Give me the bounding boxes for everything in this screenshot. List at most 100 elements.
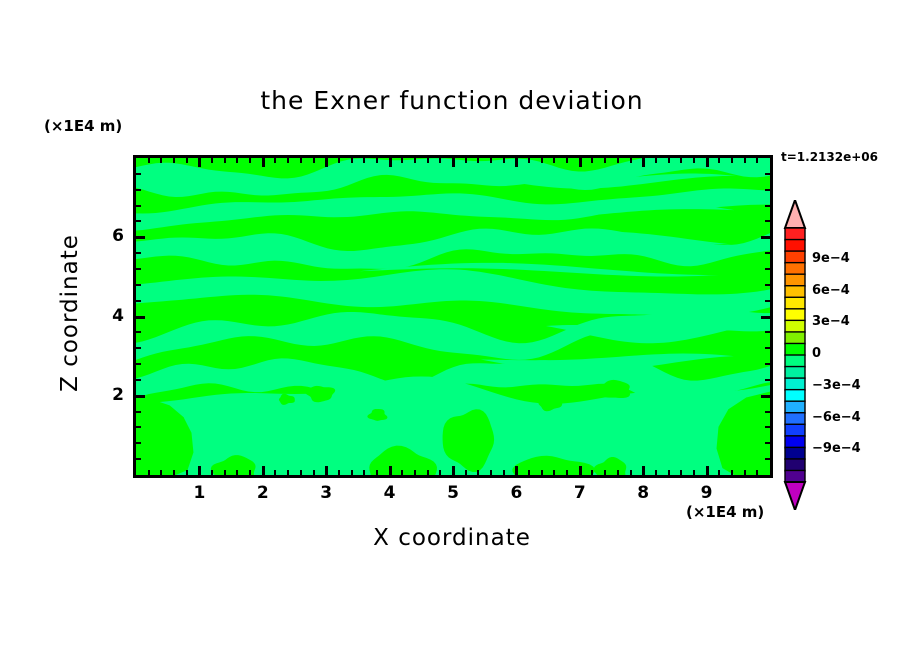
x-axis-title: X coordinate — [373, 525, 531, 551]
x-axis-minor-tick — [426, 470, 429, 475]
x-axis-major-tick — [261, 466, 265, 475]
y-axis-minor-tick — [765, 442, 770, 445]
x-axis-major-tick — [642, 158, 646, 167]
x-axis-minor-tick — [413, 470, 416, 475]
x-axis-tick-label: 2 — [256, 483, 269, 503]
y-axis-minor-tick — [765, 252, 770, 255]
y-axis-minor-tick — [765, 188, 770, 191]
x-axis-minor-tick — [375, 158, 378, 163]
y-axis-minor-tick — [765, 410, 770, 413]
y-axis-minor-tick — [136, 204, 141, 207]
y-axis-major-tick — [761, 394, 770, 398]
x-axis-minor-tick — [616, 158, 619, 163]
colorbar — [780, 200, 810, 510]
contour-blob — [593, 379, 631, 399]
y-axis-minor-tick — [765, 220, 770, 223]
x-axis-minor-tick — [629, 158, 632, 163]
x-axis-minor-tick — [591, 158, 594, 163]
colorbar-segment — [784, 319, 806, 334]
y-axis-minor-tick — [765, 267, 770, 270]
x-axis-minor-tick — [743, 470, 746, 475]
colorbar-segment — [784, 238, 806, 253]
x-axis-minor-tick — [312, 158, 315, 163]
x-axis-major-tick — [452, 466, 455, 475]
x-axis-major-tick — [705, 158, 709, 167]
colorbar-segment — [784, 458, 806, 472]
x-axis-minor-tick — [173, 470, 176, 475]
contour-blob — [512, 455, 595, 475]
colorbar-tick-label: 0 — [812, 346, 822, 361]
x-axis-minor-tick — [692, 470, 695, 475]
x-axis-minor-tick — [287, 470, 290, 475]
x-axis-minor-tick — [730, 158, 733, 163]
x-axis-major-tick — [452, 158, 455, 167]
colorbar-segment — [784, 273, 806, 287]
x-axis-minor-tick — [236, 470, 239, 475]
x-axis-minor-tick — [439, 158, 442, 163]
y-axis-minor-tick — [136, 220, 141, 223]
y-axis-major-tick — [761, 236, 770, 240]
y-axis-tick-label: 4 — [112, 305, 124, 326]
timestamp-annotation: t=1.2132e+06 — [781, 150, 878, 164]
y-axis-major-tick — [136, 315, 145, 319]
x-axis-minor-tick — [337, 470, 340, 475]
colorbar-swatches — [783, 200, 807, 510]
x-axis-minor-tick — [249, 470, 252, 475]
y-axis-minor-tick — [136, 331, 141, 334]
x-axis-minor-tick — [502, 470, 505, 475]
x-axis-minor-tick — [477, 470, 480, 475]
x-axis-minor-tick — [236, 158, 239, 163]
x-axis-minor-tick — [566, 470, 569, 475]
y-axis-minor-tick — [136, 458, 141, 461]
x-axis-minor-tick — [667, 470, 670, 475]
y-axis-unit-label: (×1E4 m) — [44, 117, 123, 135]
x-axis-minor-tick — [287, 158, 290, 163]
x-axis-tick-label: 5 — [447, 483, 459, 503]
colorbar-tick-label: 6e−4 — [812, 282, 850, 298]
x-axis-minor-tick — [553, 158, 556, 163]
contour-blob — [716, 391, 770, 475]
y-axis-minor-tick — [136, 283, 141, 286]
x-axis-minor-tick — [337, 158, 340, 163]
x-axis-minor-tick — [147, 470, 150, 475]
x-axis-major-tick — [198, 158, 202, 167]
y-axis-minor-tick — [136, 299, 141, 302]
x-axis-minor-tick — [566, 158, 569, 163]
x-axis-major-tick — [325, 158, 329, 167]
colorbar-under-arrow — [783, 481, 807, 510]
contour-band — [466, 231, 770, 246]
colorbar-tick-label: −6e−4 — [812, 409, 861, 425]
x-axis-minor-tick — [312, 470, 315, 475]
x-axis-minor-tick — [490, 470, 493, 475]
x-axis-major-tick — [325, 466, 329, 475]
colorbar-tick-label: −3e−4 — [812, 377, 861, 393]
contour-band — [485, 200, 770, 218]
x-axis-minor-tick — [718, 158, 721, 163]
x-axis-minor-tick — [223, 158, 226, 163]
y-axis-minor-tick — [136, 188, 141, 191]
x-axis-minor-tick — [363, 158, 366, 163]
y-axis-major-tick — [136, 236, 145, 240]
x-axis-minor-tick — [629, 470, 632, 475]
contour-band — [359, 262, 770, 277]
x-axis-tick-label: 9 — [700, 483, 713, 503]
colorbar-segment — [784, 308, 806, 322]
y-axis-minor-tick — [765, 426, 770, 429]
x-axis-major-tick — [578, 466, 582, 475]
y-axis-title: Z coordinate — [57, 234, 83, 392]
y-axis-minor-tick — [136, 363, 141, 366]
x-axis-minor-tick — [718, 470, 721, 475]
colorbar-tick-label: 3e−4 — [812, 314, 850, 330]
colorbar-segment — [784, 261, 806, 276]
x-axis-minor-tick — [477, 158, 480, 163]
contour-blob — [369, 445, 437, 475]
colorbar-segment — [784, 296, 806, 310]
x-axis-minor-tick — [540, 470, 543, 475]
colorbar-over-arrow — [783, 200, 807, 229]
colorbar-segment — [784, 377, 806, 391]
colorbar-segment — [784, 400, 806, 414]
y-axis-minor-tick — [136, 442, 141, 445]
x-axis-minor-tick — [439, 470, 442, 475]
x-axis-minor-tick — [413, 158, 416, 163]
x-axis-minor-tick — [249, 158, 252, 163]
